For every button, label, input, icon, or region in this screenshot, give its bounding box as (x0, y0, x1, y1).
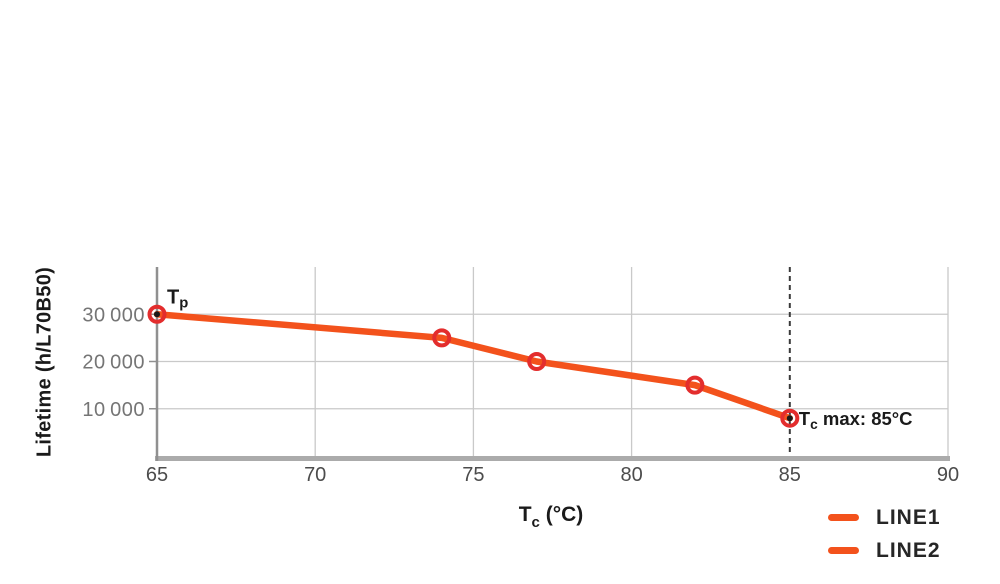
x-tick-label: 70 (304, 464, 326, 486)
legend-label: LINE1 (876, 505, 941, 529)
x-axis-title-rest: (°C) (539, 503, 584, 526)
legend-swatch-icon (828, 547, 859, 554)
x-tick-label: 80 (620, 464, 642, 486)
data-point-marker (527, 352, 547, 371)
y-tick-label: 30 000 (82, 304, 145, 326)
x-axis-title-base: T (518, 503, 532, 526)
y-axis-title: Lifetime (h/L70B50) (33, 266, 56, 458)
annotation-dot (786, 415, 793, 422)
legend-label: LINE2 (876, 538, 941, 562)
legend-item-line1: LINE1 (828, 505, 941, 530)
x-axis-title-sub: c (531, 514, 540, 532)
y-tick-label: 10 000 (82, 399, 145, 421)
x-tick-label: 65 (146, 464, 168, 486)
data-point-marker (432, 328, 452, 348)
x-tick-label: 75 (462, 464, 484, 486)
annotation-text: Tc max: 85°C (799, 408, 913, 432)
series-line-line1 (153, 311, 794, 422)
data-point-marker (685, 375, 705, 395)
x-axis-title: Tc (°C) (518, 503, 584, 532)
legend-item-line2: LINE2 (828, 538, 941, 563)
x-tick-label: 85 (779, 464, 801, 486)
annotation-text: Tp (167, 286, 188, 311)
y-tick-label: 20 000 (82, 352, 145, 374)
x-tick-label: 90 (937, 464, 959, 486)
legend: LINE1 LINE2 (828, 505, 941, 563)
data-point-marker (780, 408, 800, 428)
data-point-marker (147, 304, 167, 324)
annotation-dot (154, 311, 160, 318)
legend-swatch-icon (828, 514, 859, 521)
